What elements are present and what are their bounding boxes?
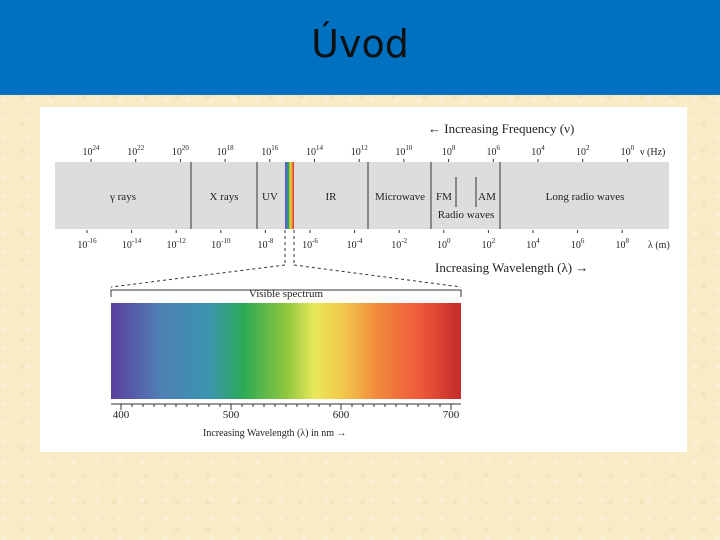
frequency-tick-label: 102 xyxy=(576,144,590,158)
frequency-tick-label: 1012 xyxy=(351,144,369,158)
wavelength-tick-label: 10-10 xyxy=(211,237,231,251)
wavelength-tick-labels: 10-16 10-14 10-12 10-10 10-8 10-6 10-4 10-2 100 1… xyxy=(77,230,629,251)
frequency-tick-label: 1016 xyxy=(261,144,279,158)
visible-spectrum-title: Visible spectrum xyxy=(249,288,324,300)
band-long-radio: Long radio waves xyxy=(546,191,625,203)
frequency-tick-label: 1024 xyxy=(83,144,101,158)
frequency-unit: ν (Hz) xyxy=(640,147,665,158)
em-spectrum-figure: ← Increasing Frequency (ν) 1024 1022 1020 1… xyxy=(40,107,687,452)
frequency-tick-labels: 1024 1022 1020 1018 1016 1014 1012 1010 108 106 10… xyxy=(83,144,635,162)
spectrum-strip xyxy=(55,162,669,229)
wavelength-tick-label: 104 xyxy=(526,237,540,251)
frequency-tick-label: 104 xyxy=(531,144,545,158)
wavelength-tick-label: 10-14 xyxy=(122,237,142,251)
wavelength-tick-label: 10-6 xyxy=(302,237,318,251)
visible-spectrum-bar xyxy=(111,303,461,399)
wavelength-tick-label: 10-12 xyxy=(167,237,187,251)
frequency-tick-label: 1014 xyxy=(306,144,324,158)
em-spectrum-diagram: ← Increasing Frequency (ν) 1024 1022 1020 1… xyxy=(55,121,670,439)
band-gamma: γ rays xyxy=(109,191,136,203)
band-am: AM xyxy=(478,191,496,203)
wavelength-tick-label: 102 xyxy=(482,237,496,251)
wavelength-tick-label: 10-8 xyxy=(257,237,273,251)
band-uv: UV xyxy=(262,191,278,203)
wavelength-unit: λ (m) xyxy=(648,240,670,251)
wavelength-tick-label: 108 xyxy=(615,237,629,251)
frequency-tick-label: 100 xyxy=(621,144,635,158)
frequency-tick-label: 106 xyxy=(487,144,501,158)
frequency-tick-label: 1010 xyxy=(395,144,413,158)
nm-tick-500: 500 xyxy=(223,409,240,421)
visible-band-marker xyxy=(285,162,294,229)
title-bar xyxy=(0,0,720,95)
frequency-tick-label: 1018 xyxy=(217,144,235,158)
nm-tick-700: 700 xyxy=(443,409,460,421)
wavelength-tick-label: 106 xyxy=(571,237,585,251)
wavelength-tick-label: 10-2 xyxy=(391,237,407,251)
wavelength-tick-label: 10-16 xyxy=(77,237,97,251)
slide-title: Úvod xyxy=(311,22,409,66)
nm-axis-ticks xyxy=(120,404,452,410)
band-ir: IR xyxy=(326,191,338,203)
wavelength-tick-label: 10-4 xyxy=(347,237,363,251)
band-fm: FM xyxy=(436,191,452,203)
band-xray: X rays xyxy=(209,191,238,203)
band-radio-waves: Radio waves xyxy=(438,209,495,221)
nm-tick-400: 400 xyxy=(113,409,130,421)
frequency-tick-label: 1022 xyxy=(127,144,145,158)
frequency-caption: ← Increasing Frequency (ν) xyxy=(428,121,574,136)
wavelength-tick-label: 100 xyxy=(437,237,451,251)
wavelength-caption: Increasing Wavelength (λ) → xyxy=(435,260,588,275)
nm-caption: Increasing Wavelength (λ) in nm → xyxy=(203,428,347,439)
frequency-tick-label: 1020 xyxy=(172,144,190,158)
zoom-lines xyxy=(110,230,462,288)
band-microwave: Microwave xyxy=(375,191,425,203)
visible-bracket xyxy=(110,289,462,297)
nm-tick-600: 600 xyxy=(333,409,350,421)
frequency-tick-label: 108 xyxy=(442,144,456,158)
band-dividers xyxy=(190,162,501,229)
